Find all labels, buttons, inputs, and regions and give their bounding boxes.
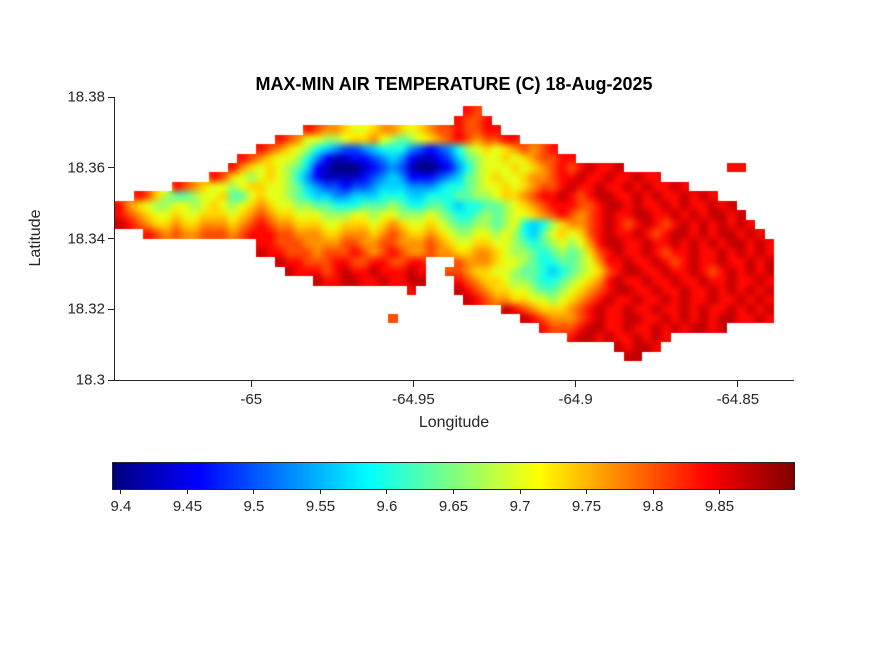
colorbar-tick-label: 9.4: [110, 498, 132, 515]
colorbar-gradient-canvas: [113, 463, 794, 489]
y-tick-label: 18.3: [75, 371, 105, 389]
y-tick-label: 18.32: [67, 300, 105, 318]
y-tick-mark: [108, 167, 114, 169]
colorbar-tick-label: 9.85: [704, 498, 735, 515]
y-tick-mark: [108, 238, 114, 239]
y-tick-label: 18.36: [67, 159, 105, 177]
colorbar-tick-label: 9.5: [243, 498, 265, 515]
colorbar-tick-mark: [319, 490, 321, 494]
colorbar-tick-mark: [586, 490, 587, 494]
x-tick-label: -65: [240, 391, 263, 408]
x-tick-mark: [575, 381, 577, 387]
y-tick-mark: [108, 96, 114, 98]
colorbar-tick-label: 9.65: [438, 498, 469, 515]
colorbar-tick-label: 9.55: [305, 498, 336, 515]
colorbar-tick-mark: [453, 490, 454, 494]
colorbar: [112, 462, 795, 490]
colorbar-tick-mark: [519, 490, 521, 494]
y-tick-label: 18.34: [67, 230, 105, 247]
y-axis-line: [114, 97, 115, 381]
y-tick-mark: [108, 308, 114, 310]
x-tick-label: -64.9: [558, 391, 593, 408]
colorbar-tick-mark: [253, 490, 255, 494]
x-tick-label: -64.85: [716, 391, 760, 408]
x-tick-mark: [250, 381, 252, 387]
colorbar-tick-label: 9.6: [376, 498, 398, 515]
y-tick-label: 18.38: [67, 88, 105, 106]
colorbar-tick-label: 9.45: [172, 498, 203, 515]
colorbar-ticks: 9.4 9.45 9.5 9.55 9.6 9.65 9.7 9.75 9.8 9.85: [111, 462, 794, 522]
colorbar-tick-mark: [652, 490, 654, 494]
colorbar-tick-mark: [386, 490, 388, 494]
x-axis-label: Longitude: [418, 414, 490, 431]
x-axis-line: [114, 380, 794, 381]
x-tick-mark: [737, 381, 739, 387]
y-tick-mark: [108, 379, 114, 381]
x-tick-label: -64.95: [392, 391, 435, 408]
colorbar-tick-label: 9.8: [642, 498, 664, 515]
plot-area: 18.38 18.36 18.34 18.32 18.3 -65 -64.95 -64.9 -…: [67, 89, 794, 408]
colorbar-tick-mark: [186, 490, 188, 494]
heatmap-canvas: [115, 97, 793, 380]
chart-title: MAX-MIN AIR TEMPERATURE (C) 18-Aug-2025: [255, 74, 653, 94]
colorbar-tick-label: 9.75: [571, 498, 602, 515]
x-tick-mark: [412, 381, 414, 387]
colorbar-tick-mark: [120, 490, 122, 494]
colorbar-tick-mark: [719, 490, 721, 494]
colorbar-tick-label: 9.7: [509, 498, 531, 515]
